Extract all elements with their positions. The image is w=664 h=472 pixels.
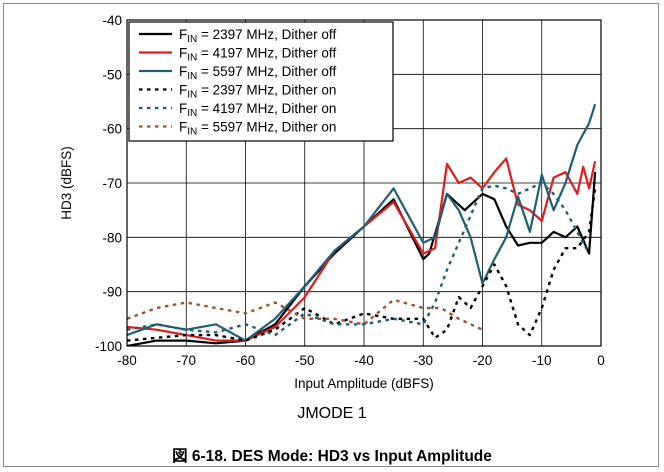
x-tick-label: -30 [413,353,433,368]
legend-label-subscript: IN [187,127,197,138]
legend-label-4: FIN = 2397 MHz, Dither on [179,83,336,101]
legend-label-f: F [179,83,187,98]
x-tick-label: -20 [473,353,493,368]
legend-label-f: F [179,64,187,79]
legend-label-1: FIN = 2397 MHz, Dither off [179,27,336,45]
legend-label-subscript: IN [187,53,197,64]
x-tick-label: -80 [117,353,137,368]
series-line-1 [127,172,597,346]
x-tick-label: -70 [176,353,196,368]
x-axis-title: Input Amplitude (dBFS) [294,376,434,391]
legend-label-f: F [179,27,187,42]
x-tick-label: 0 [597,353,605,368]
figure-subtitle: JMODE 1 [297,405,367,422]
plot-area-border [126,19,602,347]
x-tick-label: -50 [295,353,315,368]
legend-label-subscript: IN [187,90,197,101]
y-tick-label: -90 [102,285,122,300]
legend-label-rest: = 4197 MHz, Dither on [197,101,336,116]
legend-label-rest: = 2397 MHz, Dither off [197,27,336,42]
legend-label-5: FIN = 4197 MHz, Dither on [179,101,336,119]
y-tick-label: -40 [102,13,122,28]
legend-label-rest: = 4197 MHz, Dither off [197,46,336,61]
tick-labels: -80 -70 -60 -50 -40 -30 -20 -10 0-100-90-80-70-6… [95,13,605,368]
legend-label-rest: = 2397 MHz, Dither on [197,83,336,98]
y-tick-label: -60 [102,122,122,137]
figure-caption: 図 6-18. DES Mode: HD3 vs Input Amplitude [172,448,492,465]
series-line-3 [127,103,597,342]
y-tick-label: -70 [102,176,122,191]
y-tick-label: -100 [95,339,122,354]
legend-label-3: FIN = 5597 MHz, Dither off [179,64,336,82]
legend-label-f: F [179,101,187,116]
y-tick-label: -80 [102,230,122,245]
figure-frame [3,3,659,467]
legend-label-f: F [179,120,187,135]
series-line-6 [127,298,483,331]
y-axis-title: HD3 (dBFS) [59,146,74,220]
y-tick-label: -50 [102,67,122,82]
x-tick-label: -10 [532,353,552,368]
legend-box [128,21,394,142]
legend-label-2: FIN = 4197 MHz, Dither off [179,46,336,64]
legend-label-subscript: IN [187,71,197,82]
legend-label-rest: = 5597 MHz, Dither off [197,64,336,79]
x-tick-label: -60 [236,353,256,368]
legend-label-6: FIN = 5597 MHz, Dither on [179,120,336,138]
legend-label-f: F [179,46,187,61]
series-line-4 [127,188,597,342]
legend-label-rest: = 5597 MHz, Dither on [197,120,336,135]
legend-label-subscript: IN [187,34,197,45]
x-tick-label: -40 [354,353,374,368]
series-lines [127,103,597,346]
series-line-5 [127,181,591,337]
legend-label-subscript: IN [187,108,197,119]
